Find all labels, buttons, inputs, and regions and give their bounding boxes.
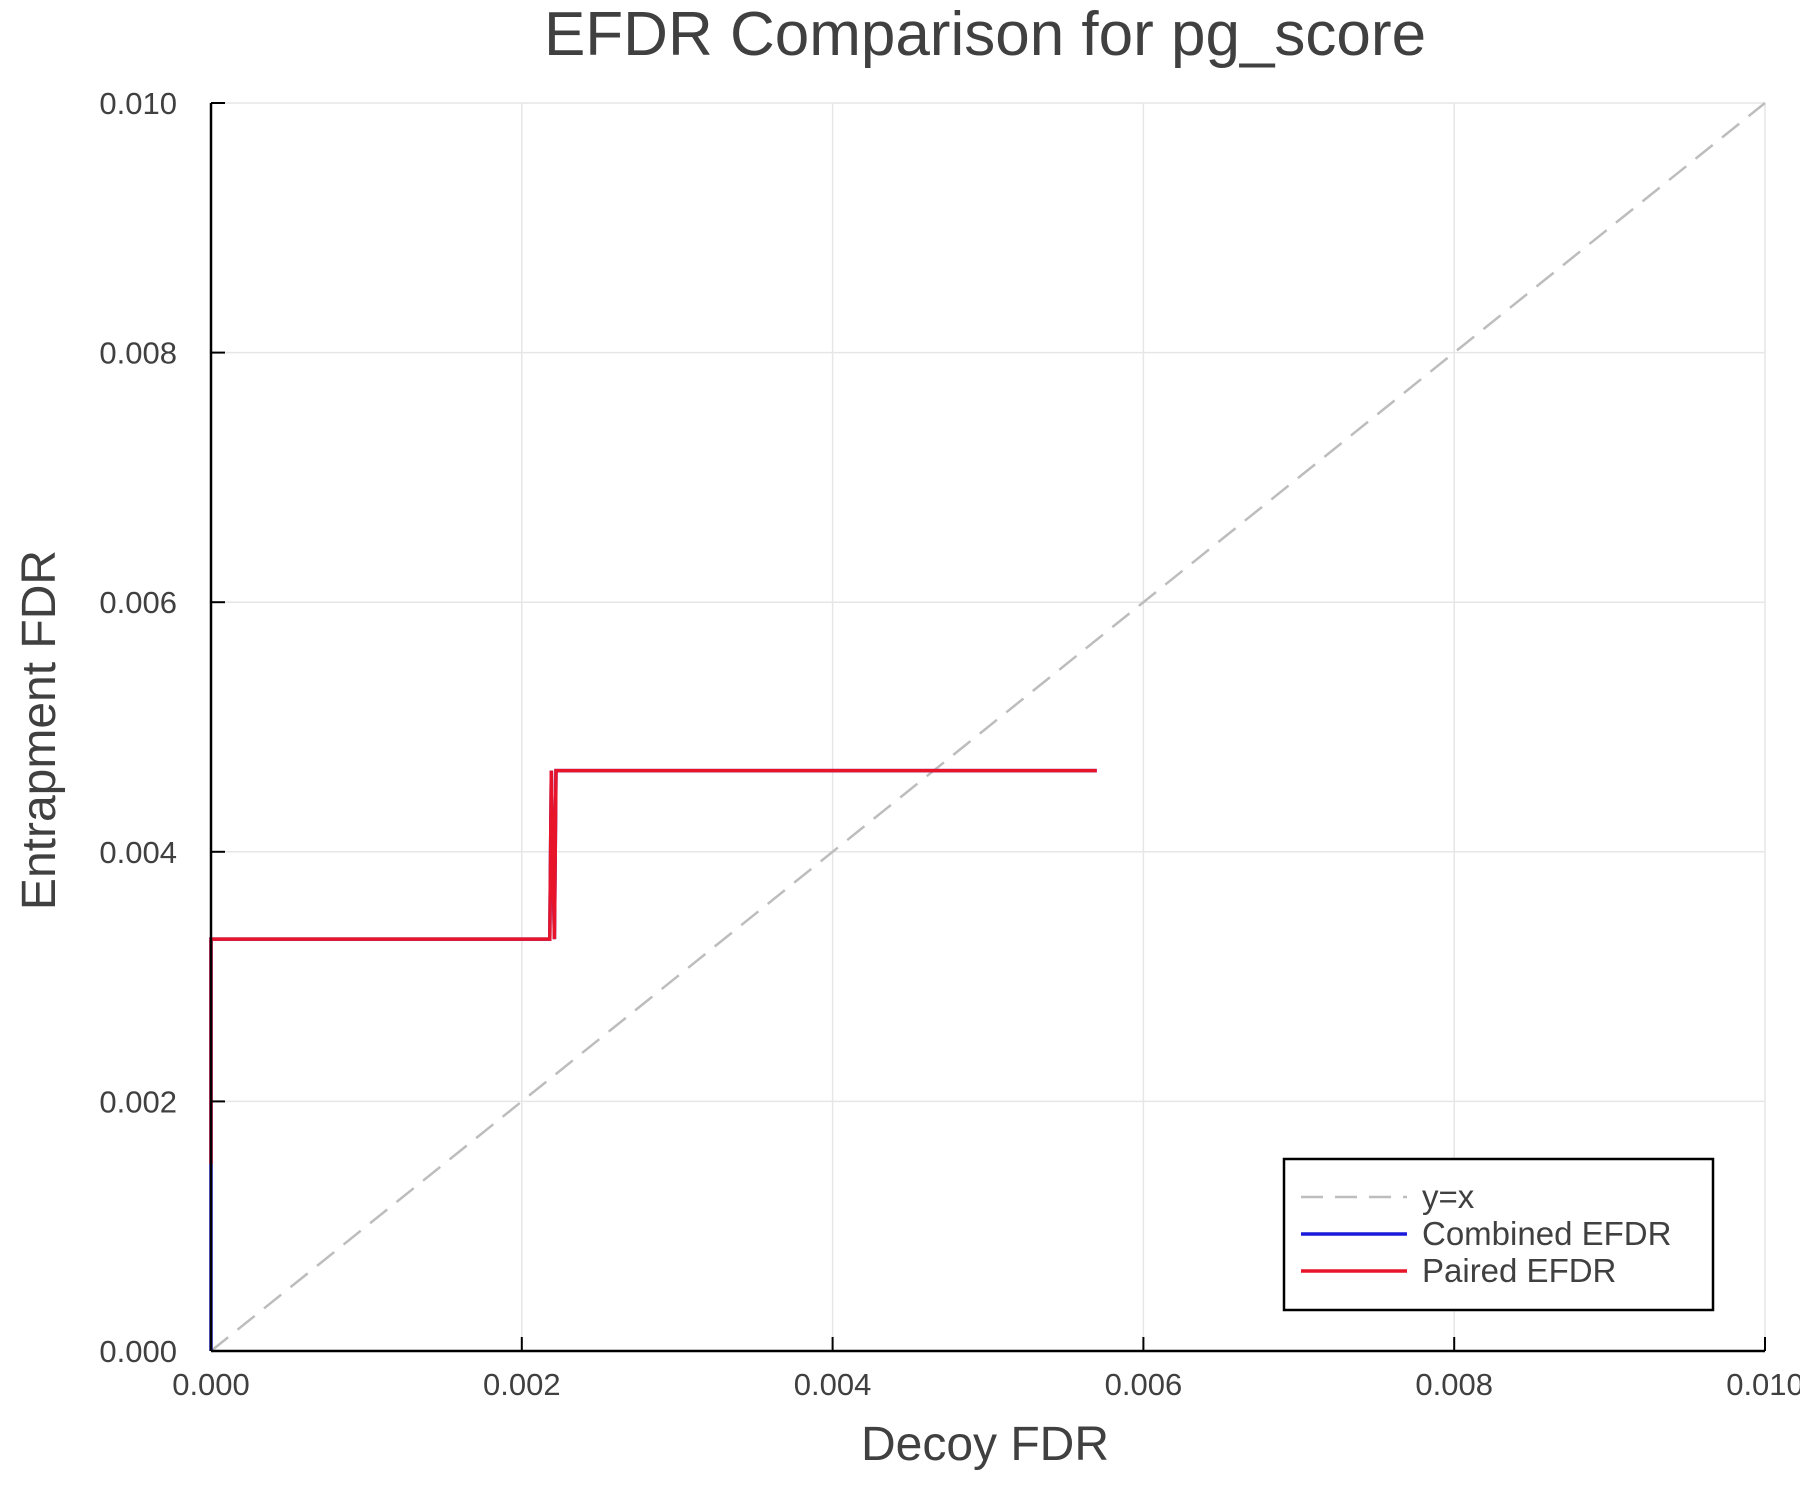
legend-label: Paired EFDR <box>1422 1252 1616 1289</box>
legend-label: Combined EFDR <box>1422 1215 1671 1252</box>
y-tick-label: 0.004 <box>99 835 177 870</box>
tick-labels: 0.000 0.002 0.004 0.006 0.008 0.010 0.000 0.002… <box>99 86 1800 1402</box>
axes <box>209 102 1766 1353</box>
chart-title: EFDR Comparison for pg_score <box>544 0 1426 69</box>
x-tick-label: 0.004 <box>794 1367 872 1402</box>
x-tick-label: 0.008 <box>1415 1367 1493 1402</box>
y-tick-label: 0.006 <box>99 585 177 620</box>
x-tick-label: 0.002 <box>483 1367 561 1402</box>
x-tick-label: 0.010 <box>1726 1367 1800 1402</box>
legend-label: y=x <box>1422 1178 1475 1215</box>
y-tick-label: 0.010 <box>99 86 177 121</box>
x-axis-label: Decoy FDR <box>861 1418 1109 1471</box>
x-tick-label: 0.006 <box>1105 1367 1183 1402</box>
grid-lines <box>211 102 1766 1351</box>
series-line-combined-efdr <box>209 768 1097 1351</box>
x-tick-label: 0.000 <box>172 1367 250 1402</box>
y-axis-label: Entrapment FDR <box>13 550 66 910</box>
series-line-y-x <box>210 102 1766 1352</box>
series-line-paired-efdr <box>209 768 1097 1164</box>
y-tick-label: 0.002 <box>99 1084 177 1119</box>
y-tick-label: 0.000 <box>99 1334 177 1369</box>
y-tick-label: 0.008 <box>99 336 177 371</box>
